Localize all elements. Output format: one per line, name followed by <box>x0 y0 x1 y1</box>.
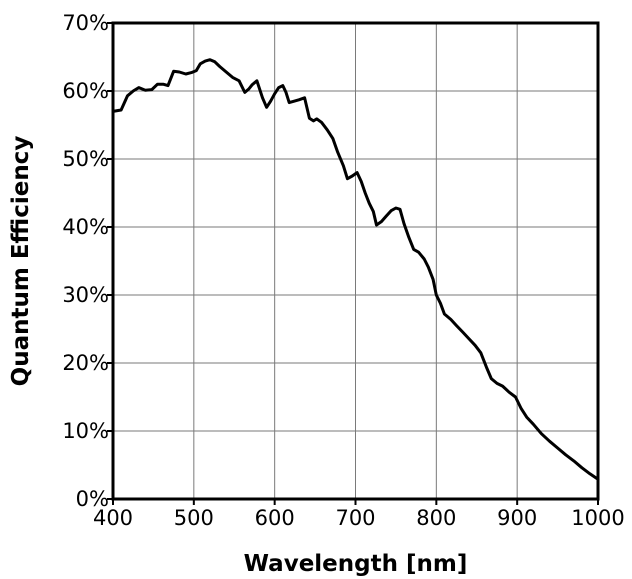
y-tick-label: 60% <box>62 79 109 103</box>
y-tick-label: 0% <box>76 487 109 511</box>
y-tick-label: 40% <box>62 215 109 239</box>
x-tick-label: 400 <box>93 506 133 530</box>
y-tick-label: 10% <box>62 419 109 443</box>
y-tick-label: 70% <box>62 11 109 35</box>
y-tick-labels: 0% 10% 20% 30% 40% 50% 60% 70% <box>62 11 109 511</box>
x-tick-label: 900 <box>497 506 537 530</box>
x-tick-label: 500 <box>174 506 214 530</box>
y-axis-title: Quantum Efficiency <box>8 136 34 387</box>
x-tick-label: 800 <box>416 506 456 530</box>
x-tick-labels: 400 500 600 700 800 900 1000 <box>93 506 625 530</box>
series-layer <box>111 58 600 481</box>
y-tick-label: 20% <box>62 351 109 375</box>
plot-frame <box>107 21 600 505</box>
x-tick-label: 1000 <box>571 506 624 530</box>
series-line <box>111 58 600 481</box>
y-tick-label: 50% <box>62 147 109 171</box>
x-tick-label: 600 <box>255 506 295 530</box>
x-tick-label: 700 <box>335 506 375 530</box>
x-axis-title: Wavelength [nm] <box>244 551 468 577</box>
y-tick-label: 30% <box>62 283 109 307</box>
grid <box>113 23 598 499</box>
